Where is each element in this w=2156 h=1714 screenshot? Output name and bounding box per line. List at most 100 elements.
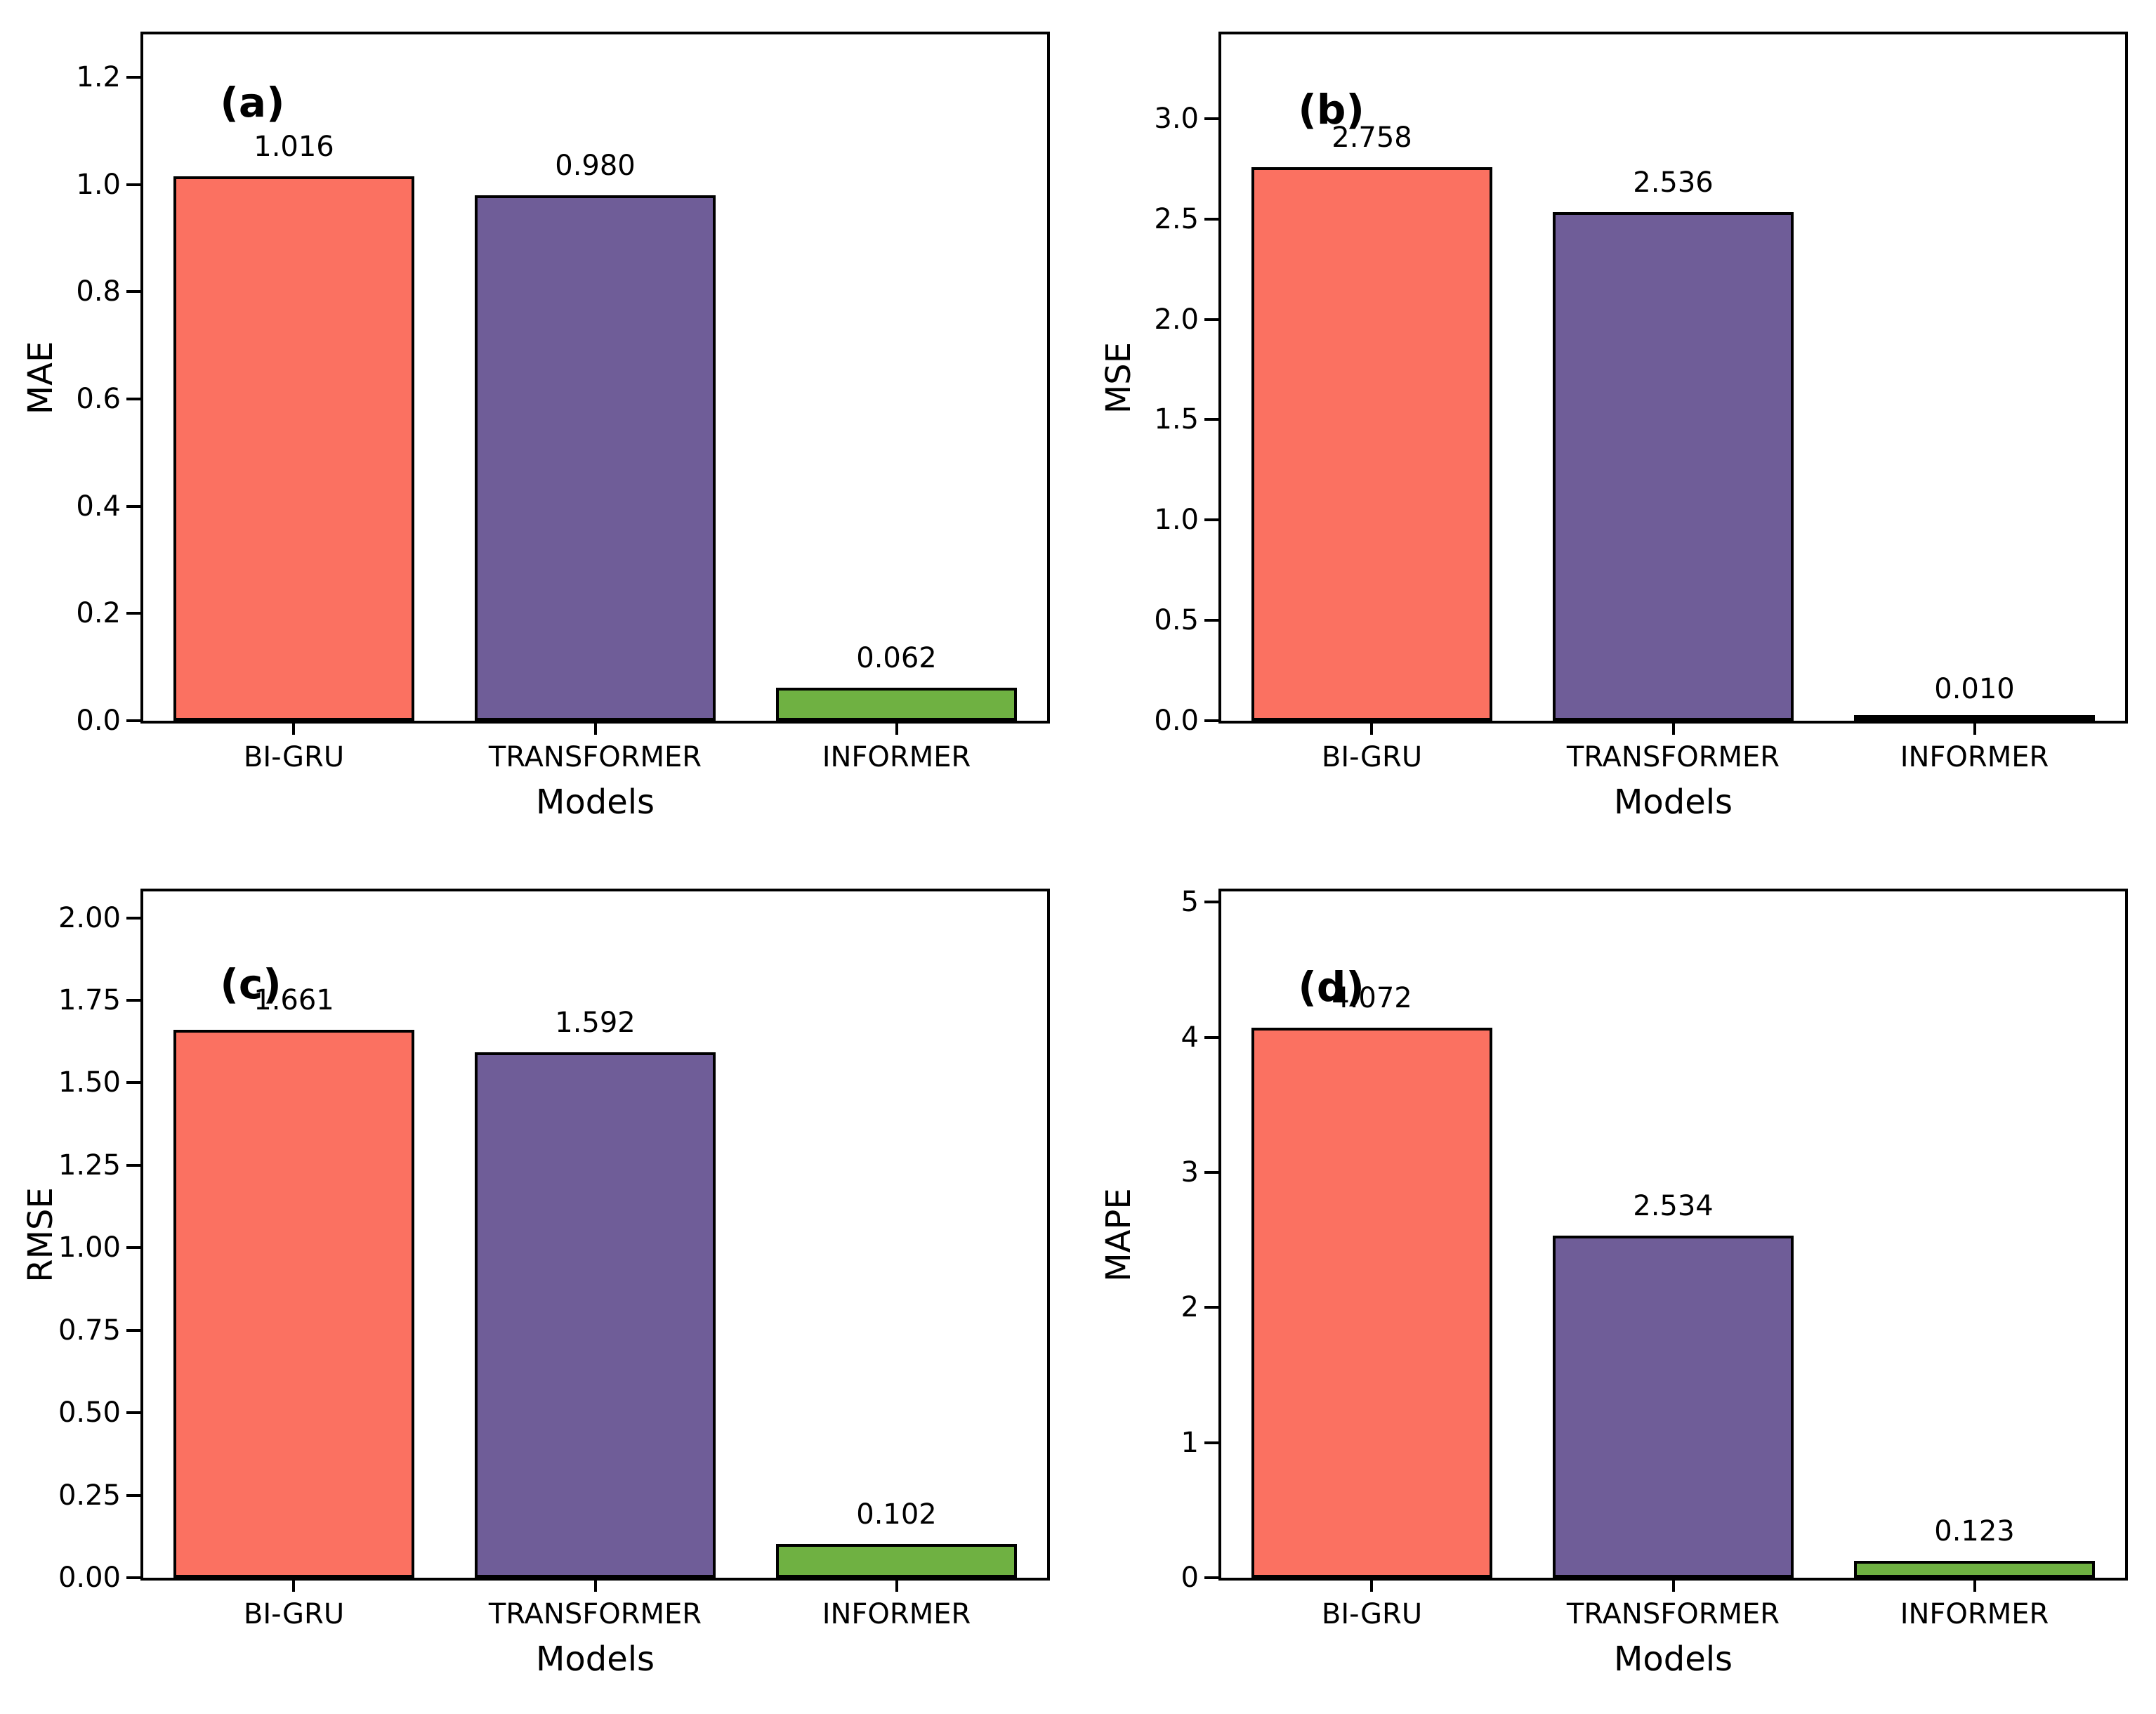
subplot-c: RMSE (c) 0.00 0.25 0.50 0.75 1.00 1.25 1.50 1.75 2… [0, 857, 1078, 1714]
x-tick-label-bi-gru: BI-GRU [243, 1598, 345, 1630]
y-tick-mark [1204, 518, 1218, 522]
bar-bi-gru [173, 176, 415, 721]
y-tick-label: 1.00 [58, 1231, 121, 1264]
y-tick-mark [126, 76, 140, 79]
bar-value-label-bi-gru: 1.661 [254, 983, 334, 1016]
x-tick-label-informer: INFORMER [1900, 1598, 2049, 1630]
y-tick-label: 3.0 [1154, 102, 1199, 135]
y-tick-label: 4 [1181, 1021, 1199, 1054]
x-tick-mark [292, 1578, 296, 1592]
y-tick-label: 2.0 [1154, 303, 1199, 336]
y-tick-label: 0.0 [76, 705, 121, 737]
y-tick-label: 0.0 [1154, 705, 1199, 737]
bar-value-label-bi-gru: 2.758 [1332, 122, 1412, 155]
bar-informer [1853, 715, 2096, 721]
y-tick-mark [126, 612, 140, 615]
x-tick-label-transformer: TRANSFORMER [488, 741, 702, 773]
bar-informer [775, 1544, 1018, 1578]
x-tick-mark [1671, 721, 1675, 735]
subplot-d: MAPE (d) 0 1 2 3 4 5 4.072 BI-GRU 2.534 TRANSFORMER… [1078, 857, 2156, 1714]
y-tick-label: 0.4 [76, 490, 121, 523]
x-tick-label-informer: INFORMER [822, 1598, 971, 1630]
y-tick-label: 0.25 [58, 1479, 121, 1512]
y-tick-label: 1.50 [58, 1066, 121, 1099]
panel-annotation-a: (a) [220, 79, 285, 127]
y-tick-mark [1204, 1306, 1218, 1309]
y-tick-mark [1204, 117, 1218, 120]
y-tick-label: 1 [1181, 1426, 1199, 1459]
bar-informer [775, 687, 1018, 721]
panel-annotation-d: (d) [1298, 963, 1365, 1012]
y-tick-mark [1204, 217, 1218, 221]
x-tick-label-informer: INFORMER [822, 741, 971, 773]
y-tick-label: 0.00 [58, 1562, 121, 1594]
y-tick-mark [126, 1493, 140, 1497]
plot-area-b: (b) 0.0 0.5 1.0 1.5 2.0 2.5 3.0 2.758 BI-GRU 2.536… [1154, 32, 2128, 819]
y-axis-label-mape: MAPE [1099, 1187, 1138, 1282]
bar-transformer [474, 195, 716, 721]
y-tick-mark [1204, 418, 1218, 421]
y-tick-mark [126, 916, 140, 920]
x-tick-mark [593, 721, 597, 735]
x-tick-mark [1973, 721, 1976, 735]
x-axis-label-models: Models [1613, 783, 1733, 822]
y-tick-label: 3 [1181, 1156, 1199, 1189]
bar-bi-gru [173, 1029, 415, 1578]
y-tick-mark [1204, 1441, 1218, 1444]
x-tick-mark [1973, 1578, 1976, 1592]
bar-value-label-informer: 0.102 [856, 1498, 937, 1531]
x-tick-mark [1671, 1578, 1675, 1592]
plot-area-d: (d) 0 1 2 3 4 5 4.072 BI-GRU 2.534 TRANSFORMER 0.12… [1181, 886, 2128, 1676]
y-tick-mark [126, 398, 140, 401]
y-tick-mark [126, 719, 140, 722]
y-tick-mark [1204, 1035, 1218, 1039]
plot-area-c: (c) 0.00 0.25 0.50 0.75 1.00 1.25 1.50 1.75 2.00 1… [58, 889, 1050, 1676]
x-tick-label-bi-gru: BI-GRU [1321, 741, 1423, 773]
y-tick-label: 1.0 [76, 168, 121, 201]
y-tick-mark [1204, 318, 1218, 321]
bar-transformer [1552, 1235, 1794, 1578]
x-tick-label-bi-gru: BI-GRU [1321, 1598, 1423, 1630]
y-tick-label: 0 [1181, 1562, 1199, 1594]
y-tick-label: 5 [1181, 886, 1199, 919]
y-tick-label: 0.50 [58, 1396, 121, 1430]
x-axis-label-models: Models [535, 1640, 655, 1679]
x-axis-label-models: Models [535, 783, 655, 822]
bar-value-label-transformer: 2.536 [1633, 166, 1714, 199]
panel-annotation-c: (c) [220, 960, 282, 1008]
y-tick-label: 0.75 [58, 1314, 121, 1347]
x-tick-label-transformer: TRANSFORMER [1566, 1598, 1780, 1630]
y-tick-label: 1.25 [58, 1149, 121, 1182]
x-tick-mark [292, 721, 296, 735]
y-tick-mark [126, 1246, 140, 1250]
y-tick-mark [126, 999, 140, 1002]
y-tick-label: 2 [1181, 1291, 1199, 1324]
bar-value-label-bi-gru: 4.072 [1332, 981, 1412, 1014]
x-tick-label-transformer: TRANSFORMER [1566, 741, 1780, 773]
y-tick-mark [1204, 1576, 1218, 1579]
x-tick-label-bi-gru: BI-GRU [243, 741, 345, 773]
plot-area-a: (a) 0.0 0.2 0.4 0.6 0.8 1.0 1.2 1.016 BI-GRU 0.980… [76, 32, 1050, 819]
bar-value-label-informer: 0.123 [1934, 1515, 2015, 1548]
y-tick-mark [1204, 1171, 1218, 1175]
y-tick-label: 2.5 [1154, 202, 1199, 235]
bar-informer [1853, 1561, 2096, 1578]
x-tick-mark [1370, 1578, 1374, 1592]
x-axis-label-models: Models [1613, 1640, 1733, 1679]
x-tick-mark [593, 1578, 597, 1592]
y-tick-label: 1.0 [1154, 504, 1199, 537]
y-tick-mark [126, 290, 140, 294]
y-tick-mark [1204, 619, 1218, 622]
bar-value-label-transformer: 0.980 [555, 149, 636, 182]
bar-bi-gru [1251, 1027, 1493, 1578]
y-tick-label: 0.2 [76, 597, 121, 630]
y-tick-label: 2.00 [58, 901, 121, 934]
subplot-b: MSE (b) 0.0 0.5 1.0 1.5 2.0 2.5 3.0 2.758 BI-GRU 2.… [1078, 0, 2156, 857]
bar-bi-gru [1251, 167, 1493, 721]
bar-value-label-transformer: 2.534 [1633, 1189, 1714, 1222]
bar-transformer [1552, 211, 1794, 721]
y-tick-mark [1204, 901, 1218, 904]
y-tick-mark [1204, 719, 1218, 722]
y-tick-mark [126, 1411, 140, 1415]
